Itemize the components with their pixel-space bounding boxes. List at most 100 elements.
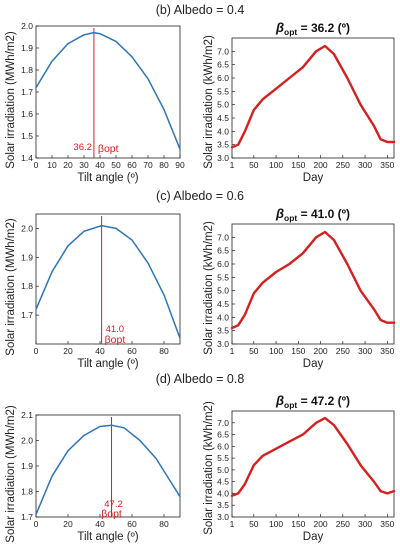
y-tick-label: 6.5 <box>217 246 229 256</box>
x-tick-label: 100 <box>269 519 283 529</box>
optimal-tilt-symbol: βopt <box>101 508 122 520</box>
x-axis-label: Day <box>303 531 324 543</box>
y-tick-label: 1.9 <box>21 43 33 53</box>
y-tick-label: 3.0 <box>217 512 229 522</box>
plot-frame <box>231 37 395 159</box>
plot-frame <box>35 25 181 159</box>
beta-subscript: opt <box>284 400 297 410</box>
beta-value: = 47.2 (º) <box>297 394 350 408</box>
x-tick-label: 100 <box>269 346 283 356</box>
plot-frame <box>231 410 395 518</box>
y-tick-label: 6.0 <box>217 259 229 269</box>
chart-albedo-0-4-daily: 3.03.54.04.55.05.56.06.57.01 50 100 150 200 2… <box>203 20 396 184</box>
y-axis-label: Solar irradiation (MWh/m2) <box>5 31 17 169</box>
panel-title-b: (b) Albedo = 0.4 <box>155 3 245 17</box>
x-tick-label: 30 <box>79 160 89 170</box>
chart-albedo-0-6-tilt: 1.7 1.8 1.9 2.0 0 20 40 60 80 Tilt angle (º) Solar… <box>5 213 181 370</box>
beta-symbol: β <box>275 20 284 35</box>
series-line <box>35 424 181 516</box>
x-tick-label: 150 <box>291 160 305 170</box>
y-tick-label: 2.1 <box>21 410 33 420</box>
x-tick-label: 60 <box>127 519 137 529</box>
x-axis-label: Day <box>303 358 324 370</box>
y-axis-label: Solar irradiation (MWh/m2) <box>5 218 17 356</box>
y-tick-label: 3.0 <box>217 153 229 163</box>
x-tick-label: 350 <box>380 519 394 529</box>
plot-frame <box>231 223 395 345</box>
y-tick-label: 2.0 <box>21 436 33 446</box>
panel-title-d: (d) Albedo = 0.8 <box>155 372 245 386</box>
x-tick-label: 70 <box>143 160 153 170</box>
beta-opt-title: βopt = 36.2 (º) <box>275 20 350 37</box>
x-tick-label: 80 <box>159 346 169 356</box>
beta-opt-title: βopt = 41.0 (º) <box>275 206 350 223</box>
beta-opt-title: βopt = 47.2 (º) <box>275 393 350 410</box>
y-tick-label: 5.0 <box>217 100 229 110</box>
beta-symbol: β <box>275 393 284 408</box>
x-tick-label: 0 <box>34 519 39 529</box>
x-tick-label: 60 <box>127 160 137 170</box>
chart-albedo-0-8-daily: 3.03.54.04.55.05.56.06.57.01 50 100 150 200 2… <box>203 393 396 543</box>
y-tick-label: 1.8 <box>21 281 33 291</box>
x-tick-label: 90 <box>175 160 185 170</box>
y-tick-label: 2.0 <box>21 223 33 233</box>
chart-albedo-0-6-daily: 3.03.54.04.55.05.56.06.57.01 50 100 150 200 2… <box>203 206 396 370</box>
y-tick-label: 4.0 <box>217 312 229 322</box>
y-tick-label: 1.7 <box>21 512 33 522</box>
x-tick-label: 100 <box>269 160 283 170</box>
y-tick-label: 5.5 <box>217 453 229 463</box>
optimal-tilt-symbol: βopt <box>98 143 119 155</box>
optimal-tilt-value: 47.2 <box>104 499 123 510</box>
x-tick-label: 1 <box>230 346 235 356</box>
beta-subscript: opt <box>284 213 297 223</box>
y-tick-label: 1.9 <box>21 461 33 471</box>
series-line <box>35 224 181 339</box>
series-line <box>230 230 396 330</box>
x-axis-label: Tilt angle (º) <box>77 358 138 370</box>
y-tick-label: 3.0 <box>217 339 229 349</box>
y-tick-label: 5.5 <box>217 86 229 96</box>
y-axis-label: Solar irradiation (MWh/m2) <box>5 405 17 543</box>
y-tick-label: 1.7 <box>21 87 33 97</box>
x-tick-label: 0 <box>34 346 39 356</box>
x-tick-label: 20 <box>63 346 73 356</box>
y-tick-label: 1.6 <box>21 109 33 119</box>
y-axis-label: Solar irradiation (kWh/m2) <box>203 401 215 535</box>
x-tick-label: 350 <box>380 160 394 170</box>
beta-subscript: opt <box>284 27 297 37</box>
x-tick-label: 250 <box>336 346 350 356</box>
x-tick-label: 200 <box>313 346 327 356</box>
optimal-tilt-symbol: βopt <box>105 334 126 346</box>
x-tick-label: 40 <box>95 346 105 356</box>
y-tick-label: 4.5 <box>217 113 229 123</box>
x-tick-label: 0 <box>34 160 39 170</box>
series-line <box>230 44 396 149</box>
panel-title-c: (c) Albedo = 0.6 <box>156 189 244 203</box>
x-axis-label: Day <box>303 172 324 184</box>
beta-value: = 36.2 (º) <box>297 21 350 35</box>
y-tick-label: 1.9 <box>21 252 33 262</box>
chart-albedo-0-4-tilt: 1.4 1.5 1.6 1.7 1.8 1.9 2.0 0 10 20 30 40 50 60 70 80 90… <box>5 21 185 184</box>
x-tick-label: 40 <box>95 519 105 529</box>
y-tick-label: 7.0 <box>217 418 229 428</box>
x-tick-label: 300 <box>358 160 372 170</box>
y-tick-label: 1.7 <box>21 310 33 320</box>
x-axis-label: Tilt angle (º) <box>77 172 138 184</box>
y-tick-label: 5.0 <box>217 286 229 296</box>
y-tick-label: 1.5 <box>21 131 33 141</box>
x-tick-label: 1 <box>230 160 235 170</box>
x-tick-label: 40 <box>95 160 105 170</box>
y-tick-label: 4.5 <box>217 477 229 487</box>
y-tick-label: 5.5 <box>217 272 229 282</box>
y-tick-label: 6.0 <box>217 73 229 83</box>
x-tick-label: 20 <box>63 519 73 529</box>
y-tick-label: 6.5 <box>217 430 229 440</box>
beta-symbol: β <box>275 206 284 221</box>
x-tick-label: 200 <box>313 519 327 529</box>
y-tick-label: 1.8 <box>21 65 33 75</box>
beta-value: = 41.0 (º) <box>297 207 350 221</box>
y-tick-label: 7.0 <box>217 46 229 56</box>
x-tick-label: 80 <box>159 519 169 529</box>
y-axis-label: Solar irradiation (kWh/m2) <box>203 221 215 355</box>
optimal-tilt-value: 36.2 <box>73 142 92 153</box>
